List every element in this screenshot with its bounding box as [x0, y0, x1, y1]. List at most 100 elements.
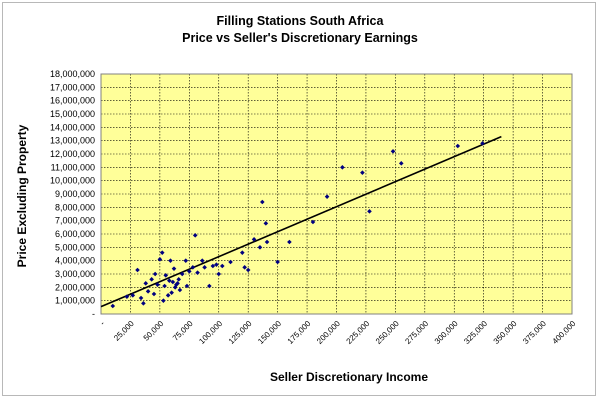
data-point — [157, 257, 163, 262]
y-tick-label: 7,000,000 — [55, 216, 95, 226]
y-tick-label: 18,000,000 — [50, 69, 95, 79]
y-tick-label: 16,000,000 — [50, 96, 95, 106]
y-tick-label: 13,000,000 — [50, 136, 95, 146]
data-point — [179, 271, 185, 277]
data-point — [171, 266, 177, 271]
data-point — [152, 271, 158, 277]
x-tick-label: 75,000 — [171, 319, 195, 343]
data-point — [251, 237, 257, 242]
data-point — [310, 219, 316, 225]
data-point — [161, 298, 166, 303]
x-tick-label: 400,000 — [551, 319, 578, 346]
y-tick-label: 8,000,000 — [55, 202, 95, 212]
data-point — [195, 270, 200, 275]
y-tick-label: 10,000,000 — [50, 176, 95, 186]
y-tick-label: 15,000,000 — [50, 109, 95, 119]
scatter-points — [110, 141, 485, 309]
data-point — [141, 301, 146, 306]
data-point — [177, 287, 183, 293]
data-point — [228, 259, 233, 265]
data-point — [192, 233, 198, 238]
x-tick-label: 50,000 — [142, 319, 166, 343]
data-point — [187, 269, 192, 274]
data-point — [207, 283, 212, 289]
grid-horizontal — [101, 87, 572, 301]
data-point — [257, 245, 263, 250]
data-point — [199, 258, 205, 263]
data-point — [287, 239, 292, 245]
x-tick-label: 100,000 — [197, 319, 224, 346]
y-tick-label: 2,000,000 — [55, 282, 95, 292]
data-point — [143, 281, 149, 286]
data-point — [165, 293, 171, 298]
data-point — [155, 282, 160, 287]
data-point — [145, 289, 151, 294]
y-tick-label: 9,000,000 — [55, 189, 95, 199]
data-point — [216, 271, 222, 277]
data-point — [169, 290, 174, 295]
data-point — [163, 273, 169, 278]
x-tick-label: 350,000 — [492, 319, 519, 346]
y-tick-label: - — [92, 309, 95, 319]
chart-title: Filling Stations South Africa — [217, 14, 385, 28]
y-tick-label: 11,000,000 — [51, 162, 95, 172]
data-point — [130, 293, 136, 298]
plot-border — [100, 73, 573, 315]
data-point — [263, 221, 269, 226]
y-tick-label: 12,000,000 — [50, 149, 95, 159]
data-point — [390, 149, 396, 154]
data-point — [275, 259, 280, 265]
data-point — [124, 294, 130, 299]
y-tick-label: 6,000,000 — [55, 229, 95, 239]
x-tick-label: 150,000 — [256, 319, 283, 346]
data-point — [149, 277, 154, 282]
data-point — [264, 239, 270, 245]
data-point — [480, 141, 485, 146]
data-point — [138, 295, 144, 301]
data-point — [210, 263, 216, 269]
data-point — [159, 250, 165, 255]
x-tick-label: 200,000 — [315, 319, 342, 346]
y-tick-label: 1,000,000 — [55, 296, 95, 306]
x-tick-label: 175,000 — [286, 319, 313, 346]
trendline — [100, 135, 502, 308]
data-point — [214, 262, 219, 267]
y-axis-ticks: - 1,000,000 2,000,000 3,000,000 4,000,000 5,0… — [50, 69, 95, 319]
data-point — [162, 283, 167, 289]
data-point — [174, 282, 179, 287]
data-point — [367, 209, 372, 214]
x-axis-ticks: -25,000 50,000 75,000 100,000 125,000 150,000… — [98, 319, 578, 346]
x-tick-label: 25,000 — [112, 319, 136, 343]
data-point — [172, 285, 178, 290]
y-tick-label: 3,000,000 — [55, 269, 95, 279]
y-tick-label: 4,000,000 — [55, 256, 95, 266]
data-point — [184, 283, 190, 289]
data-point — [260, 199, 265, 205]
data-point — [190, 265, 196, 270]
x-axis-title: Seller Discretionary Income — [270, 370, 428, 384]
data-point — [324, 194, 330, 199]
data-point — [242, 265, 247, 270]
data-point — [202, 265, 207, 270]
x-tick-label: 125,000 — [227, 319, 254, 346]
data-point — [455, 143, 461, 149]
x-tick-label: 325,000 — [462, 319, 489, 346]
x-tick-label: 225,000 — [345, 319, 372, 346]
x-tick-label: - — [98, 319, 106, 327]
data-point — [183, 258, 189, 263]
data-point — [168, 258, 173, 263]
chart-subtitle: Price vs Seller's Discretionary Earnings — [182, 31, 418, 45]
data-point — [176, 277, 182, 282]
data-point — [360, 170, 365, 175]
data-point — [135, 267, 140, 273]
data-point — [398, 161, 404, 166]
x-tick-label: 275,000 — [403, 319, 430, 346]
data-point — [175, 281, 180, 286]
data-point — [110, 303, 116, 309]
x-tick-label: 250,000 — [374, 319, 401, 346]
data-point — [219, 263, 225, 269]
data-point — [151, 291, 157, 297]
x-tick-label: 300,000 — [433, 319, 460, 346]
y-axis-title: Price Excluding Property — [15, 124, 29, 267]
